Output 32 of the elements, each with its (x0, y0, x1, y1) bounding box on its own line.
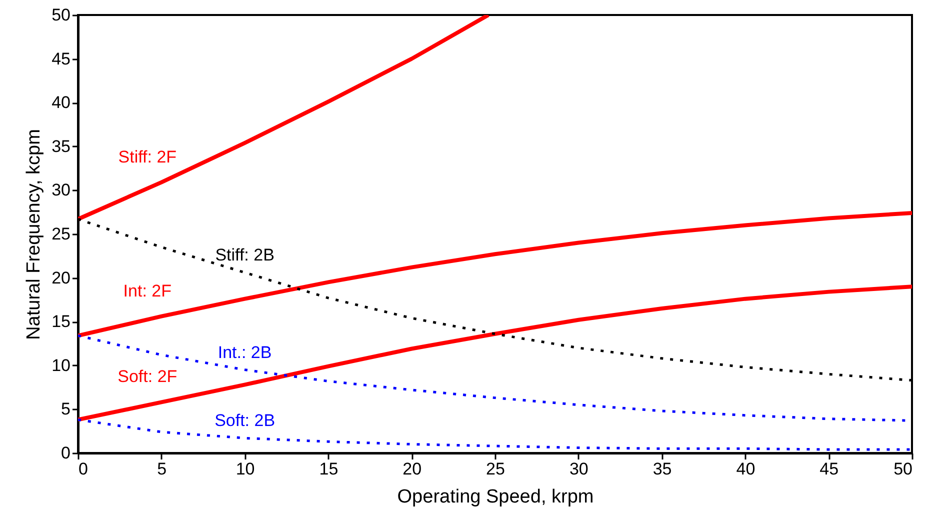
y-tick-label: 25 (52, 224, 70, 244)
y-tick-label: 15 (52, 312, 70, 332)
y-tick-label: 0 (61, 444, 70, 462)
x-tick-label: 30 (569, 460, 588, 478)
x-tick-label: 35 (652, 460, 672, 478)
y-tick-label: 50 (52, 6, 70, 24)
y-tick-label: 35 (52, 136, 70, 156)
x-tick-label: 40 (736, 460, 756, 478)
line-series (78, 210, 912, 338)
x-tick-label: 20 (402, 460, 422, 478)
line-series (78, 15, 490, 222)
x-tick-label: 10 (236, 460, 255, 478)
y-tick-label: 5 (61, 400, 70, 419)
y-tick-label: 45 (52, 49, 70, 68)
series-label: Stiff: 2B (215, 246, 274, 265)
x-axis-title: Operating Speed, krpm (397, 486, 594, 508)
y-tick-label: 20 (52, 268, 70, 288)
series-label: Stiff: 2F (118, 147, 177, 166)
x-tick-label: 50 (894, 460, 912, 478)
series-label: Int: 2F (123, 281, 172, 300)
y-tick-label: 10 (52, 356, 70, 375)
y-axis-title: Natural Frequency, kcpm (24, 129, 45, 340)
x-tick-label: 45 (820, 460, 839, 478)
y-tick-label: 40 (52, 93, 70, 112)
x-tick-label: 0 (78, 460, 88, 478)
y-tick-label: 30 (52, 180, 70, 200)
x-tick-label: 25 (486, 460, 505, 478)
x-tick-label: 5 (157, 460, 167, 478)
x-tick-label: 15 (319, 460, 338, 478)
series-label: Soft: 2B (214, 411, 276, 430)
series-label: Int.: 2B (218, 342, 272, 362)
series-label: Soft: 2F (118, 367, 178, 386)
